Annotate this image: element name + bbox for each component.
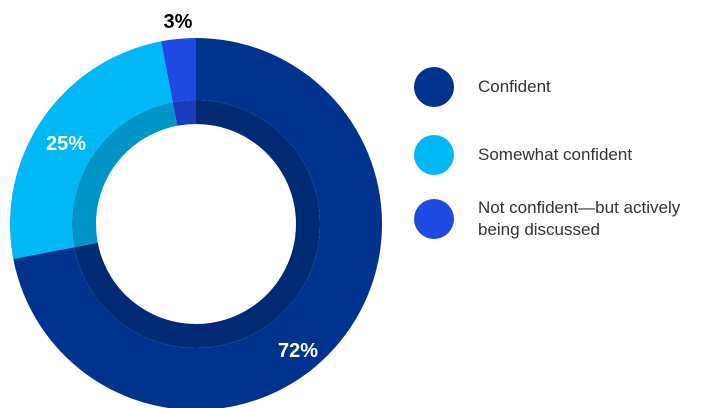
legend-label-somewhat-confident: Somewhat confident (478, 145, 633, 164)
inner-ring-not-confident (172, 100, 196, 126)
legend-label-not-confident: Not confident—but actively being discuss… (478, 198, 681, 239)
legend-item-somewhat-confident: Somewhat confident (414, 135, 632, 175)
slice-somewhat-confident (9, 41, 173, 259)
legend-item-confident: Confident (414, 67, 551, 107)
data-label-not-confident: 3% (164, 11, 193, 33)
data-labels: 72% 25% 3% (46, 11, 318, 362)
donut-slices (9, 38, 382, 408)
legend-swatch-confident (414, 67, 454, 107)
legend-label-confident: Confident (478, 77, 551, 96)
legend-swatch-somewhat-confident (414, 135, 454, 175)
data-label-confident: 72% (278, 340, 318, 362)
legend-swatch-not-confident (414, 199, 454, 239)
slice-not-confident (161, 38, 196, 103)
data-label-somewhat-confident: 25% (46, 133, 86, 155)
legend-item-not-confident: Not confident—but actively being discuss… (414, 198, 709, 241)
donut-inner-ring (72, 100, 320, 348)
slice-confident (13, 38, 382, 408)
inner-ring-somewhat-confident (72, 102, 178, 248)
